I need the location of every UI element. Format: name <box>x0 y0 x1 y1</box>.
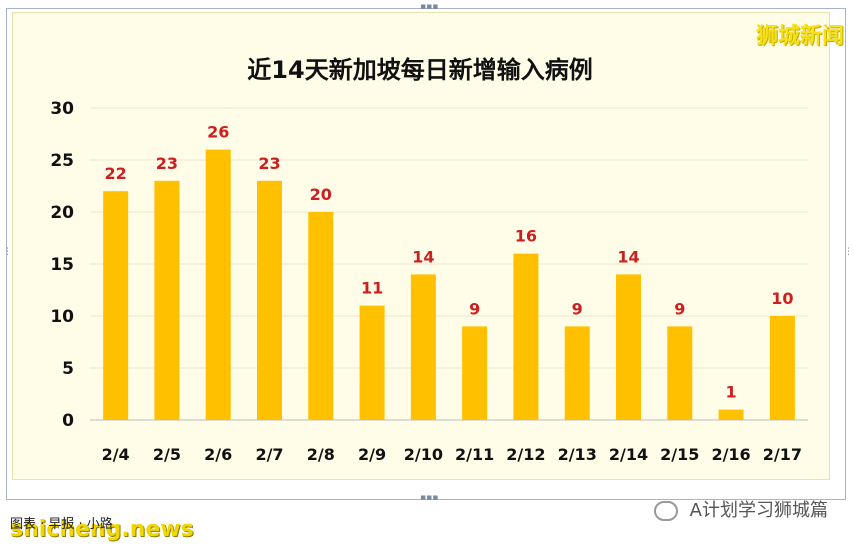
data-label: 9 <box>674 299 685 318</box>
data-label: 20 <box>310 185 332 204</box>
bar-2/8 <box>308 212 334 420</box>
footer-right: A计划学习狮城篇 <box>653 496 828 522</box>
wechat-account: A计划学习狮城篇 <box>689 500 828 521</box>
data-label: 14 <box>412 247 434 266</box>
x-tick-label: 2/6 <box>204 445 232 464</box>
data-label: 23 <box>156 154 178 173</box>
site-watermark: shicheng.news <box>10 517 194 542</box>
y-tick-label: 30 <box>50 99 74 119</box>
bar-2/10 <box>410 274 436 420</box>
x-tick-label: 2/9 <box>358 445 386 464</box>
y-tick-label: 25 <box>50 151 74 171</box>
x-tick-label: 2/13 <box>558 445 597 464</box>
bar-2/14 <box>616 274 641 420</box>
y-tick-label: 15 <box>50 255 74 275</box>
resize-handle-right[interactable]: ⋮ <box>844 247 853 257</box>
y-tick-label: 5 <box>62 359 74 379</box>
data-label: 22 <box>105 164 127 183</box>
bar-2/12 <box>513 253 539 420</box>
chart-title: 近14天新加坡每日新增输入病例 <box>247 56 592 84</box>
data-label: 9 <box>469 299 480 318</box>
footer-caption: 图表 · 早报 · 小路 <box>10 517 113 532</box>
y-tick-label: 20 <box>50 203 74 223</box>
data-label: 11 <box>361 279 383 298</box>
data-label: 10 <box>771 289 793 308</box>
bar-2/5 <box>154 180 180 420</box>
bar-2/11 <box>462 326 488 420</box>
x-tick-label: 2/5 <box>153 445 181 464</box>
x-tick-label: 2/10 <box>404 445 443 464</box>
resize-handle-left[interactable]: ⋮ <box>3 247 12 257</box>
brand-watermark: 狮城新闻 <box>755 24 844 49</box>
wechat-icon <box>653 501 678 521</box>
x-tick-label: 2/8 <box>307 445 335 464</box>
bar-2/9 <box>359 305 385 420</box>
resize-handle-top[interactable]: ▪▪▪ <box>420 2 439 12</box>
x-tick-label: 2/12 <box>506 445 545 464</box>
data-label: 26 <box>207 123 229 142</box>
x-tick-label: 2/7 <box>255 445 283 464</box>
y-tick-label: 10 <box>50 307 74 327</box>
bar-2/15 <box>667 326 693 420</box>
x-tick-label: 2/17 <box>763 445 802 464</box>
data-label: 23 <box>258 154 280 173</box>
x-tick-label: 2/14 <box>609 445 648 464</box>
bar-2/13 <box>564 326 590 420</box>
data-label: 1 <box>726 383 737 402</box>
data-label: 9 <box>572 299 583 318</box>
bar-2/16 <box>718 409 744 420</box>
chart-frame <box>6 8 846 500</box>
y-tick-label: 0 <box>62 411 74 431</box>
x-tick-label: 2/16 <box>711 445 750 464</box>
bar-2/6 <box>205 149 231 420</box>
x-tick-label: 2/15 <box>660 445 699 464</box>
resize-handle-bottom[interactable]: ▪▪▪ <box>420 493 439 503</box>
footer-left: 图表 · 早报 · 小路 shicheng.news <box>10 517 194 542</box>
bar-2/4 <box>103 191 129 420</box>
x-tick-label: 2/11 <box>455 445 494 464</box>
data-label: 14 <box>617 247 639 266</box>
data-label: 16 <box>515 227 537 246</box>
x-tick-label: 2/4 <box>102 445 130 464</box>
bar-2/17 <box>769 316 795 420</box>
bar-2/7 <box>257 180 282 420</box>
